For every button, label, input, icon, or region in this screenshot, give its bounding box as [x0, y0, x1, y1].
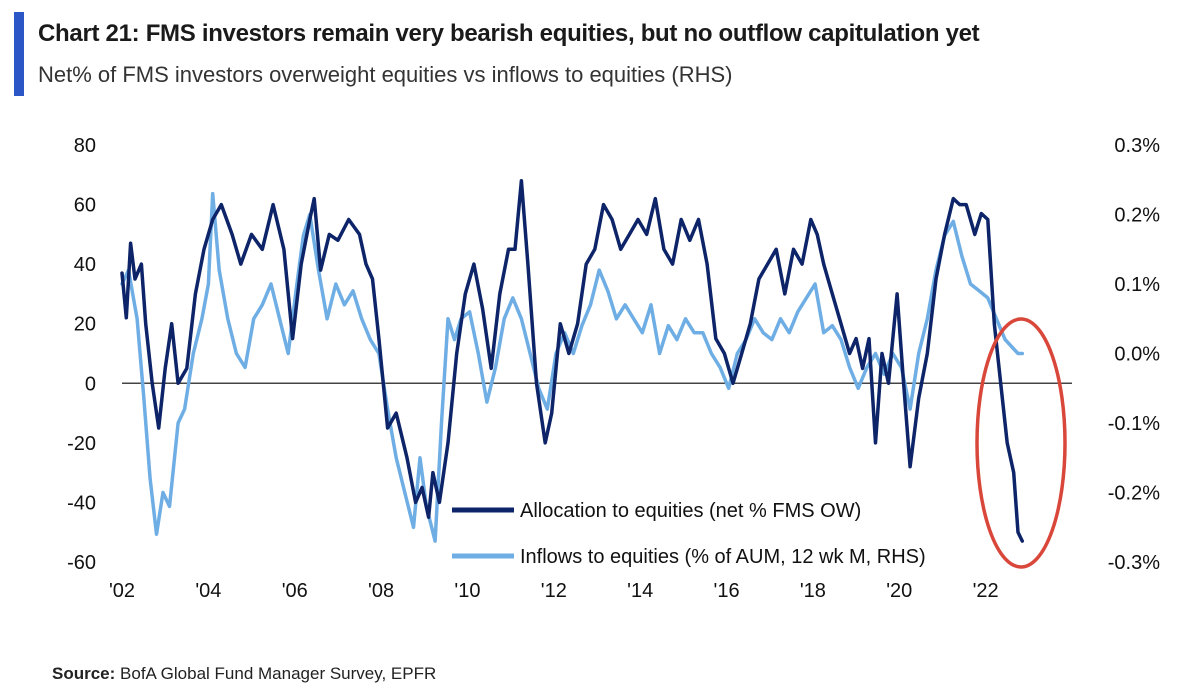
series-inflows-line: [120, 191, 1025, 543]
x-tick-label: '18: [800, 580, 826, 602]
legend-inflows-label: Inflows to equities (% of AUM, 12 wk M, …: [520, 546, 926, 568]
x-tick-label: '10: [454, 580, 480, 602]
series-allocation-line: [120, 178, 1025, 543]
y-left-tick-label: 40: [74, 254, 96, 276]
x-tick-label: '06: [282, 580, 308, 602]
y-left-tick-label: 0: [85, 373, 96, 395]
x-tick-label: '14: [627, 580, 653, 602]
y-left-tick-label: -60: [67, 552, 96, 574]
x-tick-label: '02: [109, 580, 135, 602]
chart-title: Chart 21: FMS investors remain very bear…: [38, 20, 980, 47]
source-label: Source:: [52, 664, 116, 683]
y-left-tick-label: -20: [67, 433, 96, 455]
legend-allocation-label: Allocation to equities (net % FMS OW): [520, 500, 861, 522]
accent-bar: [14, 12, 24, 96]
y-right-tick-label: 0.3%: [1114, 135, 1160, 157]
y-left-tick-label: 60: [74, 195, 96, 217]
y-right-tick-label: -0.1%: [1108, 413, 1160, 435]
highlight-circle: [975, 317, 1067, 569]
y-left-tick-label: 20: [74, 314, 96, 336]
y-right-tick-label: -0.3%: [1108, 552, 1160, 574]
source-note: Source: BofA Global Fund Manager Survey,…: [52, 664, 436, 684]
x-tick-label: '08: [368, 580, 394, 602]
source-text: BofA Global Fund Manager Survey, EPFR: [120, 664, 437, 683]
x-tick-label: '04: [195, 580, 221, 602]
chart-subtitle: Net% of FMS investors overweight equitie…: [38, 62, 733, 87]
x-tick-label: '22: [973, 580, 999, 602]
x-tick-label: '20: [886, 580, 912, 602]
y-left-tick-label: 80: [74, 135, 96, 157]
y-right-tick-label: 0.1%: [1114, 274, 1160, 296]
y-right-tick-label: 0.0%: [1114, 344, 1160, 366]
x-tick-label: '16: [714, 580, 740, 602]
y-right-tick-label: -0.2%: [1108, 483, 1160, 505]
x-tick-label: '12: [541, 580, 567, 602]
y-left-tick-label: -40: [67, 492, 96, 514]
y-right-tick-label: 0.2%: [1114, 205, 1160, 227]
